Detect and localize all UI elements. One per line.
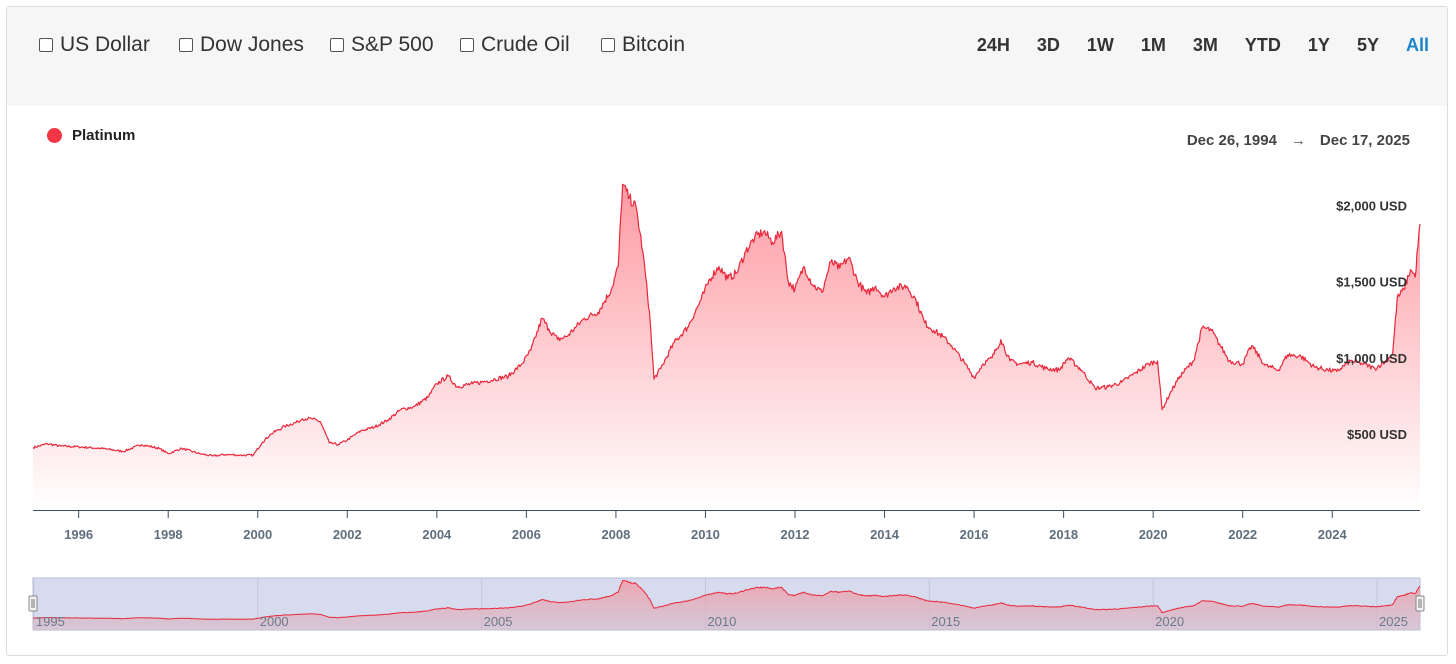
range-1w-button[interactable]: 1W [1086,35,1114,55]
checkbox-box[interactable] [460,38,474,52]
navigator-tick-label: 2020 [1155,614,1184,629]
range-3m-button[interactable]: 3M [1192,35,1218,55]
navigator-tick-label: 2025 [1379,614,1408,629]
x-tick-label: 2014 [870,527,900,542]
x-tick-label: 2006 [512,527,541,542]
compare-dow-jones-checkbox[interactable]: Dow Jones [179,33,304,57]
range-navigator[interactable]: 1995 2000 2005 2010 2015 2020 2025 [28,577,1425,631]
date-range-display: Dec 26, 1994 → Dec 17, 2025 [1182,132,1415,149]
navigator-area [33,580,1420,630]
x-tick-label: 2012 [781,527,810,542]
navigator-line [32,579,1421,620]
navigator-tick-label: 1995 [36,614,65,629]
x-tick-label: 1998 [154,527,183,542]
checkbox-box[interactable] [601,38,615,52]
x-tick-label: 1996 [64,527,93,542]
compare-label: S&P 500 [351,33,434,56]
navigator-tick-label: 2005 [484,614,513,629]
y-tick-label: $2,000 USD [1336,199,1407,214]
x-tick-label: 2022 [1228,527,1257,542]
navigator-tick-label: 2010 [707,614,736,629]
navigator-handle-right[interactable] [1415,595,1425,612]
date-range-end: Dec 17, 2025 [1319,132,1410,149]
x-tick-label: 2016 [960,527,989,542]
series-line-platinum [32,183,1421,457]
range-24h-button[interactable]: 24H [976,35,1010,55]
x-tick-label: 2000 [243,527,272,542]
x-axis: 1996 1998 2000 2002 2004 2006 2008 2010 2012 2014… [33,510,1420,542]
date-range-start: Dec 26, 1994 [1186,132,1277,149]
range-all-button[interactable]: All [1405,35,1429,55]
navigator-tick-label: 2015 [931,614,960,629]
legend-label: Platinum [72,127,136,144]
y-axis: $500 USD $1,000 USD $1,500 USD $2,000 USD [1336,199,1407,442]
range-ytd-button[interactable]: YTD [1244,35,1281,55]
y-tick-label: $500 USD [1347,427,1407,442]
navigator-handle-left[interactable] [28,595,38,612]
x-tick-label: 2020 [1139,527,1168,542]
plot-area [32,183,1421,511]
range-5y-button[interactable]: 5Y [1356,35,1379,55]
x-tick-label: 2010 [691,527,720,542]
legend-dot-icon [47,128,62,143]
range-1m-button[interactable]: 1M [1140,35,1166,55]
compare-label: Dow Jones [200,33,304,56]
compare-us-dollar-checkbox[interactable]: US Dollar [39,33,150,57]
checkbox-box[interactable] [39,38,53,52]
compare-label: US Dollar [60,33,150,56]
x-tick-label: 2018 [1049,527,1078,542]
x-tick-label: 2004 [422,527,452,542]
checkbox-box[interactable] [179,38,193,52]
y-tick-label: $1,500 USD [1336,275,1407,290]
range-3d-button[interactable]: 3D [1036,35,1060,55]
range-1y-button[interactable]: 1Y [1307,35,1330,55]
series-area-platinum [33,184,1420,511]
time-range-selector: 24H 3D 1W 1M 3M YTD 1Y 5Y All [950,35,1429,56]
x-tick-label: 2024 [1318,527,1348,542]
checkbox-box[interactable] [330,38,344,52]
x-tick-label: 2008 [601,527,630,542]
compare-label: Crude Oil [481,33,570,56]
chart-toolbar: US Dollar Dow Jones S&P 500 Crude Oil Bi… [7,7,1447,106]
compare-crude-oil-checkbox[interactable]: Crude Oil [460,33,570,57]
compare-sp500-checkbox[interactable]: S&P 500 [330,33,434,57]
legend-platinum[interactable]: Platinum [47,127,135,144]
navigator-tick-label: 2000 [260,614,289,629]
y-tick-label: $1,000 USD [1336,351,1407,366]
compare-label: Bitcoin [622,33,686,56]
x-tick-label: 2002 [333,527,362,542]
compare-bitcoin-checkbox[interactable]: Bitcoin [601,33,685,57]
arrow-right-icon: → [1290,132,1306,149]
